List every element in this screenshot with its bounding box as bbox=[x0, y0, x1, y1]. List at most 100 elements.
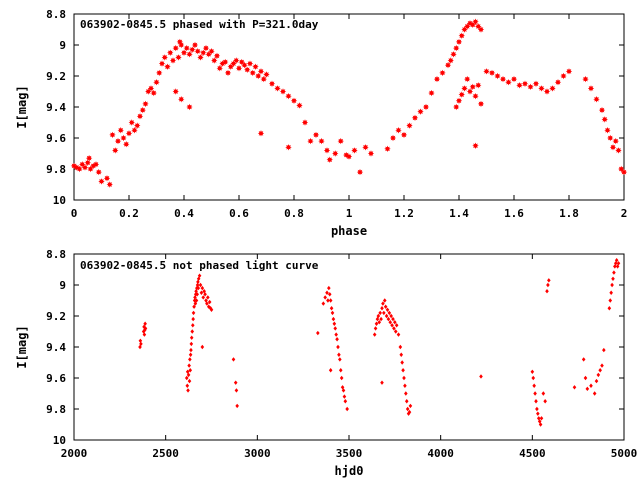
data-point bbox=[384, 313, 389, 319]
data-point bbox=[388, 320, 393, 325]
data-point bbox=[554, 79, 562, 86]
data-point bbox=[394, 323, 399, 328]
y-axis-label: I[mag] bbox=[15, 85, 29, 128]
data-point bbox=[521, 80, 529, 87]
data-point bbox=[602, 347, 606, 353]
data-point bbox=[342, 394, 347, 399]
x-tick-label: 2500 bbox=[152, 447, 179, 460]
x-tick-label: 0.8 bbox=[284, 207, 304, 220]
data-point bbox=[536, 411, 540, 416]
data-point bbox=[139, 106, 146, 114]
data-point bbox=[598, 106, 606, 114]
x-tick-label: 0.4 bbox=[174, 207, 194, 220]
data-point bbox=[378, 310, 382, 316]
data-point bbox=[587, 85, 595, 92]
data-point bbox=[169, 57, 177, 64]
data-point bbox=[581, 357, 586, 362]
data-point bbox=[345, 153, 353, 160]
data-point bbox=[381, 301, 385, 306]
data-point bbox=[477, 100, 485, 108]
data-point bbox=[604, 127, 611, 134]
x-tick-label: 1.6 bbox=[504, 207, 524, 220]
data-point bbox=[455, 38, 463, 46]
data-point bbox=[203, 292, 207, 297]
data-point bbox=[600, 363, 604, 368]
data-point bbox=[325, 290, 329, 295]
data-point bbox=[549, 85, 556, 92]
data-point bbox=[373, 326, 378, 331]
data-point bbox=[594, 378, 599, 384]
y-tick-label: 9 bbox=[59, 279, 66, 292]
data-point bbox=[175, 54, 182, 61]
data-point bbox=[233, 380, 238, 385]
data-point bbox=[345, 406, 349, 412]
data-point bbox=[285, 92, 292, 100]
x-tick-label: 1.2 bbox=[394, 207, 414, 220]
data-point bbox=[183, 44, 190, 52]
y-tick-label: 9.6 bbox=[46, 372, 66, 385]
data-point bbox=[246, 60, 254, 67]
data-point bbox=[382, 298, 387, 303]
data-point bbox=[190, 329, 195, 334]
data-point bbox=[189, 347, 193, 353]
data-point bbox=[189, 341, 194, 347]
data-point bbox=[323, 295, 327, 300]
x-tick-label: 2 bbox=[621, 207, 628, 220]
data-point bbox=[386, 316, 391, 322]
data-point bbox=[92, 161, 100, 168]
data-point bbox=[193, 295, 197, 300]
data-point bbox=[198, 282, 203, 288]
x-tick-label: 0 bbox=[71, 207, 78, 220]
data-point bbox=[469, 83, 476, 91]
data-point bbox=[128, 119, 135, 126]
data-point bbox=[379, 316, 383, 322]
data-point bbox=[598, 368, 602, 373]
data-point bbox=[612, 270, 616, 275]
data-point bbox=[393, 320, 397, 325]
data-point bbox=[98, 178, 105, 185]
data-point bbox=[385, 307, 390, 312]
data-point bbox=[189, 46, 196, 53]
data-point bbox=[337, 352, 341, 357]
data-point bbox=[389, 134, 397, 142]
data-point bbox=[377, 320, 382, 325]
data-point bbox=[332, 150, 339, 157]
data-point bbox=[200, 285, 205, 291]
data-point bbox=[114, 137, 122, 145]
chart-title: 063902-0845.5 phased with P=321.0day bbox=[80, 18, 319, 31]
data-point bbox=[380, 380, 384, 385]
data-point bbox=[543, 399, 547, 404]
data-point bbox=[455, 97, 463, 104]
data-point bbox=[351, 147, 358, 154]
data-point bbox=[185, 383, 190, 388]
data-point bbox=[255, 72, 262, 80]
data-point bbox=[172, 44, 179, 52]
data-point bbox=[538, 85, 545, 92]
data-point bbox=[472, 18, 479, 25]
data-point bbox=[531, 375, 536, 381]
data-point bbox=[194, 48, 201, 55]
data-point bbox=[532, 383, 536, 388]
data-point bbox=[408, 403, 413, 409]
data-point bbox=[494, 72, 501, 80]
data-point bbox=[81, 164, 89, 171]
data-point bbox=[257, 130, 265, 137]
data-point bbox=[343, 399, 348, 404]
data-point bbox=[196, 279, 200, 285]
data-point bbox=[316, 330, 320, 336]
data-point bbox=[197, 54, 204, 61]
data-point bbox=[191, 310, 196, 316]
data-point bbox=[375, 316, 380, 322]
data-point bbox=[362, 144, 369, 151]
data-point bbox=[532, 80, 540, 87]
data-point bbox=[188, 352, 193, 357]
data-point bbox=[453, 103, 460, 111]
data-points bbox=[138, 258, 621, 427]
data-point bbox=[327, 292, 332, 297]
data-point bbox=[395, 127, 402, 134]
data-point bbox=[539, 416, 544, 421]
data-point bbox=[323, 147, 331, 154]
data-point bbox=[307, 137, 314, 145]
data-point bbox=[392, 326, 396, 331]
data-point bbox=[406, 122, 413, 129]
